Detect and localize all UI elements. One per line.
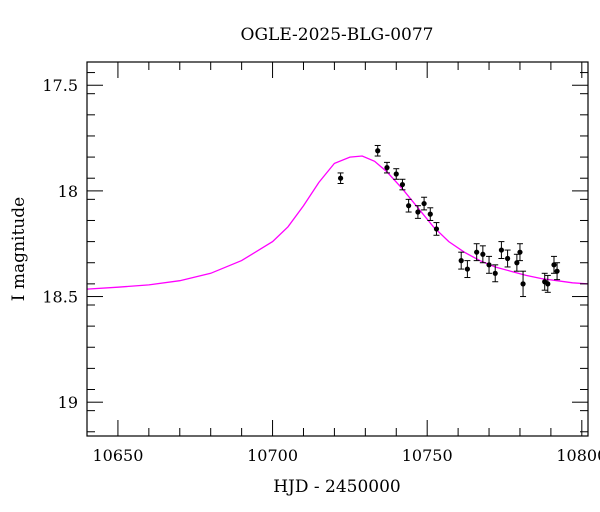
data-marker bbox=[551, 262, 557, 268]
model-curve bbox=[87, 155, 588, 290]
data-point bbox=[473, 243, 480, 262]
data-point bbox=[513, 253, 520, 272]
data-points bbox=[337, 144, 561, 298]
data-marker bbox=[384, 165, 390, 171]
data-point bbox=[405, 198, 412, 213]
data-point bbox=[504, 249, 511, 268]
data-point bbox=[492, 264, 499, 283]
data-marker bbox=[474, 249, 480, 255]
x-tick-label: 10700 bbox=[247, 446, 298, 465]
data-point bbox=[498, 241, 505, 260]
data-marker bbox=[421, 200, 427, 207]
chart-title: OGLE-2025-BLG-0077 bbox=[241, 25, 434, 45]
data-marker bbox=[504, 255, 511, 262]
data-marker bbox=[554, 268, 560, 274]
data-marker bbox=[399, 181, 406, 188]
data-point bbox=[383, 161, 390, 174]
data-marker bbox=[517, 249, 523, 255]
data-point bbox=[516, 243, 523, 262]
plot-frame bbox=[86, 61, 589, 437]
plot-area bbox=[87, 144, 588, 298]
data-point bbox=[544, 274, 551, 293]
data-point bbox=[421, 196, 428, 211]
data-marker bbox=[486, 262, 492, 268]
data-point bbox=[414, 205, 421, 219]
data-point bbox=[520, 270, 527, 298]
y-tick-label: 18.5 bbox=[42, 288, 78, 307]
data-point bbox=[399, 178, 406, 191]
data-marker bbox=[520, 281, 526, 287]
data-point bbox=[374, 144, 381, 157]
data-marker bbox=[427, 211, 433, 217]
data-marker bbox=[498, 247, 505, 253]
y-axis-label: I magnitude bbox=[9, 197, 29, 301]
y-tick-label: 17.5 bbox=[42, 76, 78, 95]
data-point bbox=[464, 260, 471, 279]
data-point bbox=[337, 172, 344, 184]
x-tick-label: 10650 bbox=[92, 446, 143, 465]
data-marker bbox=[514, 260, 520, 266]
data-marker bbox=[480, 251, 486, 257]
data-marker bbox=[406, 203, 412, 209]
data-point bbox=[427, 207, 434, 221]
data-marker bbox=[393, 171, 399, 177]
data-marker bbox=[492, 270, 498, 276]
x-tick-label: 10800 bbox=[556, 446, 600, 465]
data-point bbox=[541, 272, 548, 291]
data-marker bbox=[545, 281, 551, 287]
y-tick-label: 19 bbox=[58, 393, 78, 412]
axis-ticks: 10650 10700 10750 10800 17.5 18 18.5 19 bbox=[42, 62, 600, 465]
x-tick-label: 10750 bbox=[402, 446, 453, 465]
data-point bbox=[393, 168, 400, 180]
x-axis-label: HJD - 2450000 bbox=[273, 477, 401, 497]
data-point bbox=[433, 222, 440, 236]
data-marker bbox=[458, 258, 464, 264]
data-marker bbox=[415, 209, 421, 215]
data-marker bbox=[433, 226, 440, 232]
data-marker bbox=[375, 148, 381, 154]
data-marker bbox=[337, 175, 344, 181]
data-point bbox=[458, 251, 465, 270]
data-point bbox=[554, 262, 561, 281]
data-point bbox=[486, 255, 493, 274]
data-point bbox=[479, 245, 486, 264]
y-tick-label: 18 bbox=[58, 182, 78, 201]
data-marker bbox=[464, 266, 470, 272]
